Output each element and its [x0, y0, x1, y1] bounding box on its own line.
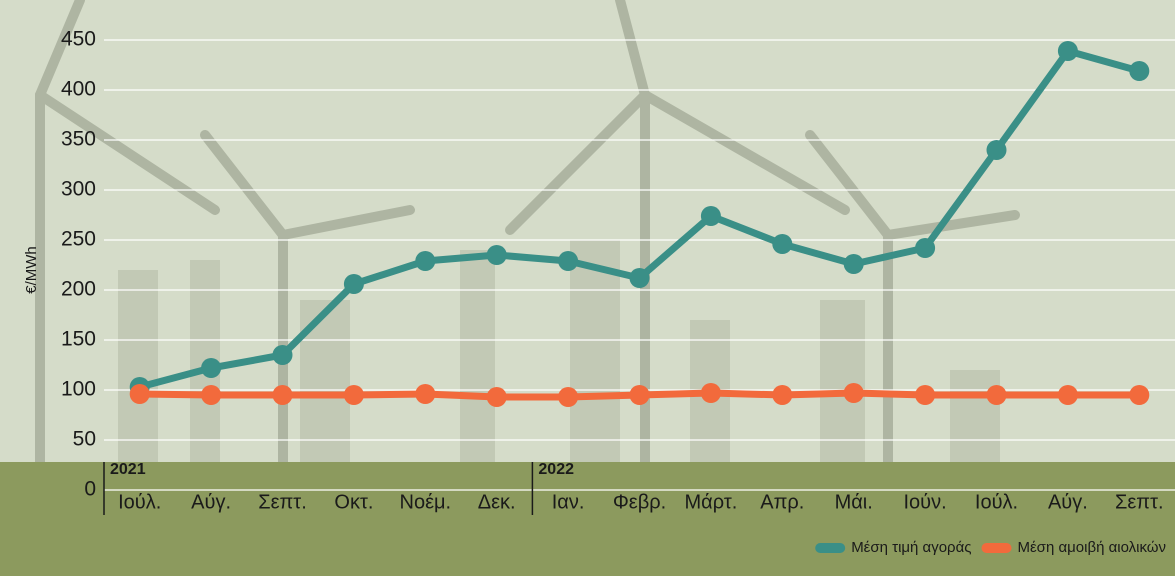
y-tick-label: 150: [61, 328, 96, 351]
legend-label: Μέση τιμή αγοράς: [851, 539, 971, 556]
data-point: [915, 238, 935, 258]
data-point: [844, 383, 864, 403]
data-point: [1058, 385, 1078, 405]
year-label: 2022: [538, 461, 574, 478]
x-tick-label: Ιαν.: [552, 491, 585, 513]
data-point: [987, 140, 1007, 160]
legend-swatch: [815, 543, 845, 553]
data-point: [273, 385, 293, 405]
chart: €/MWh 0 50 100 150 200 250 300 350 400 450 Ιούλ. Αύ…: [0, 0, 1175, 576]
data-point: [844, 254, 864, 274]
y-tick-label: 50: [73, 428, 96, 451]
data-point: [1129, 61, 1149, 81]
x-tick-label: Φεβρ.: [613, 491, 666, 513]
x-tick-label: Νοέμ.: [400, 491, 452, 513]
y-tick-label: 350: [61, 128, 96, 151]
x-tick-label: Μάρτ.: [685, 491, 738, 513]
data-point: [1058, 41, 1078, 61]
data-point: [415, 251, 435, 271]
grass: [0, 462, 1175, 576]
data-point: [201, 385, 221, 405]
y-tick-label: 200: [61, 278, 96, 301]
data-point: [201, 358, 221, 378]
legend-swatch: [982, 543, 1012, 553]
data-point: [344, 274, 364, 294]
x-tick-label: Απρ.: [760, 491, 804, 513]
data-point: [415, 384, 435, 404]
data-point: [630, 385, 650, 405]
x-tick-label: Σεπτ.: [1115, 491, 1164, 513]
x-tick-label: Οκτ.: [334, 491, 373, 513]
data-point: [701, 206, 721, 226]
y-axis-label: €/MWh: [23, 246, 40, 294]
y-tick-label: 0: [84, 478, 96, 501]
data-point: [701, 383, 721, 403]
data-point: [630, 268, 650, 288]
data-point: [130, 384, 150, 404]
x-tick-label: Δεκ.: [478, 491, 516, 513]
year-label: 2021: [110, 461, 146, 478]
data-point: [772, 234, 792, 254]
data-point: [487, 245, 507, 265]
data-point: [915, 385, 935, 405]
data-point: [772, 385, 792, 405]
y-tick-label: 250: [61, 228, 96, 251]
y-tick-label: 100: [61, 378, 96, 401]
data-point: [987, 385, 1007, 405]
x-tick-label: Αύγ.: [1048, 491, 1088, 513]
y-tick-label: 300: [61, 178, 96, 201]
data-point: [487, 387, 507, 407]
x-tick-label: Σεπτ.: [258, 491, 307, 513]
x-tick-label: Ιούλ.: [118, 491, 161, 513]
data-point: [273, 345, 293, 365]
y-tick-label: 400: [61, 78, 96, 101]
data-point: [558, 251, 578, 271]
x-tick-label: Αύγ.: [191, 491, 231, 513]
data-point: [1129, 385, 1149, 405]
x-tick-label: Ιούλ.: [975, 491, 1018, 513]
data-point: [344, 385, 364, 405]
x-tick-label: Μάι.: [835, 491, 873, 513]
y-tick-label: 450: [61, 28, 96, 51]
legend-label: Μέση αμοιβή αιολικών: [1018, 539, 1167, 556]
x-tick-label: Ιούν.: [904, 491, 947, 513]
data-point: [558, 387, 578, 407]
